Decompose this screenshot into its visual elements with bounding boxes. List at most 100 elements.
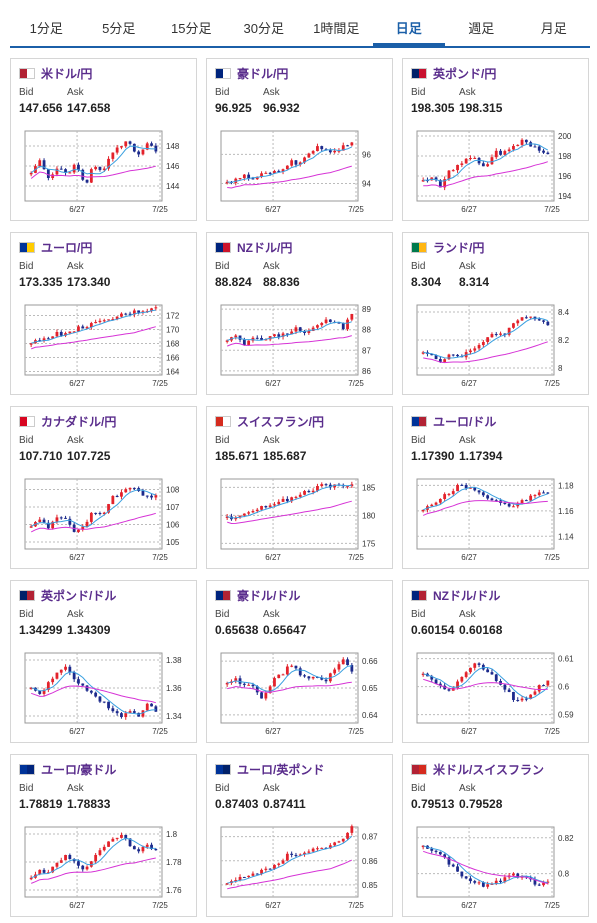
- candle-body: [516, 320, 520, 324]
- currency-card[interactable]: 英ポンド/円 Bid Ask 198.305 198.315 200 198 196 194 6/…: [402, 58, 589, 221]
- candle-body: [443, 179, 447, 188]
- pair-name-link[interactable]: カナダドル/円: [41, 414, 117, 429]
- candle-body: [477, 490, 481, 493]
- candle-body: [77, 164, 80, 170]
- candle-body: [132, 310, 136, 315]
- price-chart[interactable]: 108 107 106 105 6/27 7/25: [17, 473, 192, 567]
- pair-name-link[interactable]: ユーロ/英ポンド: [237, 762, 325, 777]
- x-tick-label: 7/25: [544, 727, 560, 736]
- currency-card[interactable]: 豪ドル/ドル Bid Ask 0.65638 0.65647 0.66 0.65 0.64 6/…: [206, 580, 393, 743]
- pair-name-link[interactable]: 英ポンド/円: [433, 66, 497, 81]
- y-tick-label: 8: [558, 364, 563, 373]
- candle-body: [268, 172, 272, 174]
- currency-card[interactable]: 豪ドル/円 Bid Ask 96.925 96.932 96 94 6/27 7/25: [206, 58, 393, 221]
- candle-body: [141, 846, 145, 852]
- candle-body: [447, 857, 451, 865]
- candle-body: [303, 491, 306, 495]
- price-chart[interactable]: 96 94 6/27 7/25: [213, 125, 388, 219]
- currency-card[interactable]: ユーロ/円 Bid Ask 173.335 173.340 172 170 168 166 164…: [10, 232, 197, 395]
- pair-name-link[interactable]: NZドル/円: [237, 240, 293, 255]
- candle-body: [529, 694, 533, 699]
- price-chart[interactable]: 1.18 1.16 1.14 6/27 7/25: [409, 473, 584, 567]
- candle-body: [51, 336, 55, 339]
- candle-body: [285, 333, 289, 335]
- candle-body: [438, 359, 442, 362]
- candle-body: [533, 879, 537, 885]
- candle-body: [346, 659, 349, 666]
- candle-body: [285, 666, 289, 675]
- pair-name-link[interactable]: ランド/円: [433, 240, 485, 255]
- price-chart[interactable]: 148 146 144 6/27 7/25: [17, 125, 192, 219]
- candle-body: [64, 169, 67, 173]
- currency-card[interactable]: 米ドル/スイスフラン Bid Ask 0.79513 0.79528 0.82 0.8 6/2…: [402, 754, 589, 917]
- price-chart[interactable]: 8.4 8.2 8 6/27 7/25: [409, 299, 584, 393]
- price-chart[interactable]: 1.8 1.78 1.76 6/27 7/25: [17, 821, 192, 915]
- tab-4[interactable]: 1時間足: [313, 21, 360, 36]
- pair-name-link[interactable]: ユーロ/ドル: [433, 414, 497, 429]
- pair-name-link[interactable]: ユーロ/円: [41, 240, 93, 255]
- currency-card[interactable]: ユーロ/豪ドル Bid Ask 1.78819 1.78833 1.8 1.78 1.76 6/…: [10, 754, 197, 917]
- pair-name-link[interactable]: 豪ドル/円: [237, 66, 289, 81]
- currency-card[interactable]: 米ドル/円 Bid Ask 147.656 147.658 148 146 144 6/27 7/…: [10, 58, 197, 221]
- price-chart[interactable]: 1.38 1.36 1.34 6/27 7/25: [17, 647, 192, 741]
- currency-card[interactable]: NZドル/ドル Bid Ask 0.60154 0.60168 0.61 0.6 0.59 6/…: [402, 580, 589, 743]
- tab-2[interactable]: 15分足: [171, 21, 212, 36]
- candle-body: [251, 873, 255, 876]
- pair-name-link[interactable]: ユーロ/豪ドル: [41, 762, 117, 777]
- currency-card[interactable]: 英ポンド/ドル Bid Ask 1.34299 1.34309 1.38 1.36 1.34 6…: [10, 580, 197, 743]
- bid-label: Bid: [411, 783, 426, 794]
- price-chart[interactable]: 185 180 175 6/27 7/25: [213, 473, 388, 567]
- pair-name-link[interactable]: 豪ドル/ドル: [237, 588, 301, 603]
- tab-5[interactable]: 日足: [372, 14, 445, 46]
- bid-label: Bid: [19, 87, 34, 98]
- candle-body: [150, 308, 153, 312]
- x-tick-label: 7/25: [348, 901, 364, 910]
- currency-card[interactable]: NZドル/円 Bid Ask 88.824 88.836 89 88 87 86 6/27 7/25: [206, 232, 393, 395]
- candle-body: [499, 880, 502, 883]
- y-tick-label: 144: [166, 182, 180, 191]
- pair-name-link[interactable]: 米ドル/スイスフラン: [433, 762, 544, 777]
- tab-6[interactable]: 週足: [468, 21, 495, 36]
- candle-body: [29, 343, 33, 345]
- candle-body: [247, 875, 251, 877]
- candle-body: [546, 152, 550, 155]
- x-tick-label: 7/25: [152, 379, 168, 388]
- price-chart[interactable]: 0.66 0.65 0.64 6/27 7/25: [213, 647, 388, 741]
- price-chart[interactable]: 89 88 87 86 6/27 7/25: [213, 299, 388, 393]
- price-chart[interactable]: 172 170 168 166 164 6/27 7/25: [17, 299, 192, 393]
- y-tick-label: 89: [362, 305, 371, 314]
- candle-body: [307, 491, 311, 493]
- price-chart[interactable]: 0.82 0.8 6/27 7/25: [409, 821, 584, 915]
- tab-0[interactable]: 1分足: [29, 21, 63, 36]
- candle-body: [115, 711, 119, 714]
- candle-body: [311, 676, 315, 679]
- currency-card[interactable]: カナダドル/円 Bid Ask 107.710 107.725 108 107 106 105 6…: [10, 406, 197, 569]
- currency-card[interactable]: ユーロ/英ポンド Bid Ask 0.87403 0.87411 0.87 0.86 0.85…: [206, 754, 393, 917]
- candle-body: [298, 668, 302, 676]
- candle-body: [46, 872, 50, 874]
- x-tick-label: 7/25: [152, 205, 168, 214]
- tab-3[interactable]: 30分足: [243, 21, 284, 36]
- pair-name-link[interactable]: 英ポンド/ドル: [41, 588, 117, 603]
- ma-long-line: [31, 857, 156, 884]
- candle-body: [460, 484, 464, 486]
- price-chart[interactable]: 0.87 0.86 0.85 6/27 7/25: [213, 821, 388, 915]
- candle-body: [154, 706, 158, 712]
- currency-card[interactable]: ランド/円 Bid Ask 8.304 8.314 8.4 8.2 8 6/27 7/25: [402, 232, 589, 395]
- pair-name-link[interactable]: NZドル/ドル: [433, 588, 501, 603]
- candle-body: [320, 847, 324, 849]
- ma-long-line: [30, 165, 156, 179]
- plot-area: [220, 478, 359, 550]
- pair-name-link[interactable]: 米ドル/円: [41, 66, 93, 81]
- ask-value: 185.687: [263, 449, 307, 463]
- price-chart[interactable]: 200 198 196 194 6/27 7/25: [409, 125, 584, 219]
- candle-body: [473, 348, 477, 351]
- candle-body: [55, 332, 59, 337]
- ma-long-line: [423, 850, 548, 885]
- pair-name-link[interactable]: スイスフラン/円: [237, 414, 324, 429]
- tab-1[interactable]: 5分足: [102, 21, 136, 36]
- price-chart[interactable]: 0.61 0.6 0.59 6/27 7/25: [409, 647, 584, 741]
- tab-7[interactable]: 月足: [540, 21, 567, 36]
- currency-card[interactable]: スイスフラン/円 Bid Ask 185.671 185.687 185 180 175 6/2…: [206, 406, 393, 569]
- currency-card[interactable]: ユーロ/ドル Bid Ask 1.17390 1.17394 1.18 1.16 1.14 6/…: [402, 406, 589, 569]
